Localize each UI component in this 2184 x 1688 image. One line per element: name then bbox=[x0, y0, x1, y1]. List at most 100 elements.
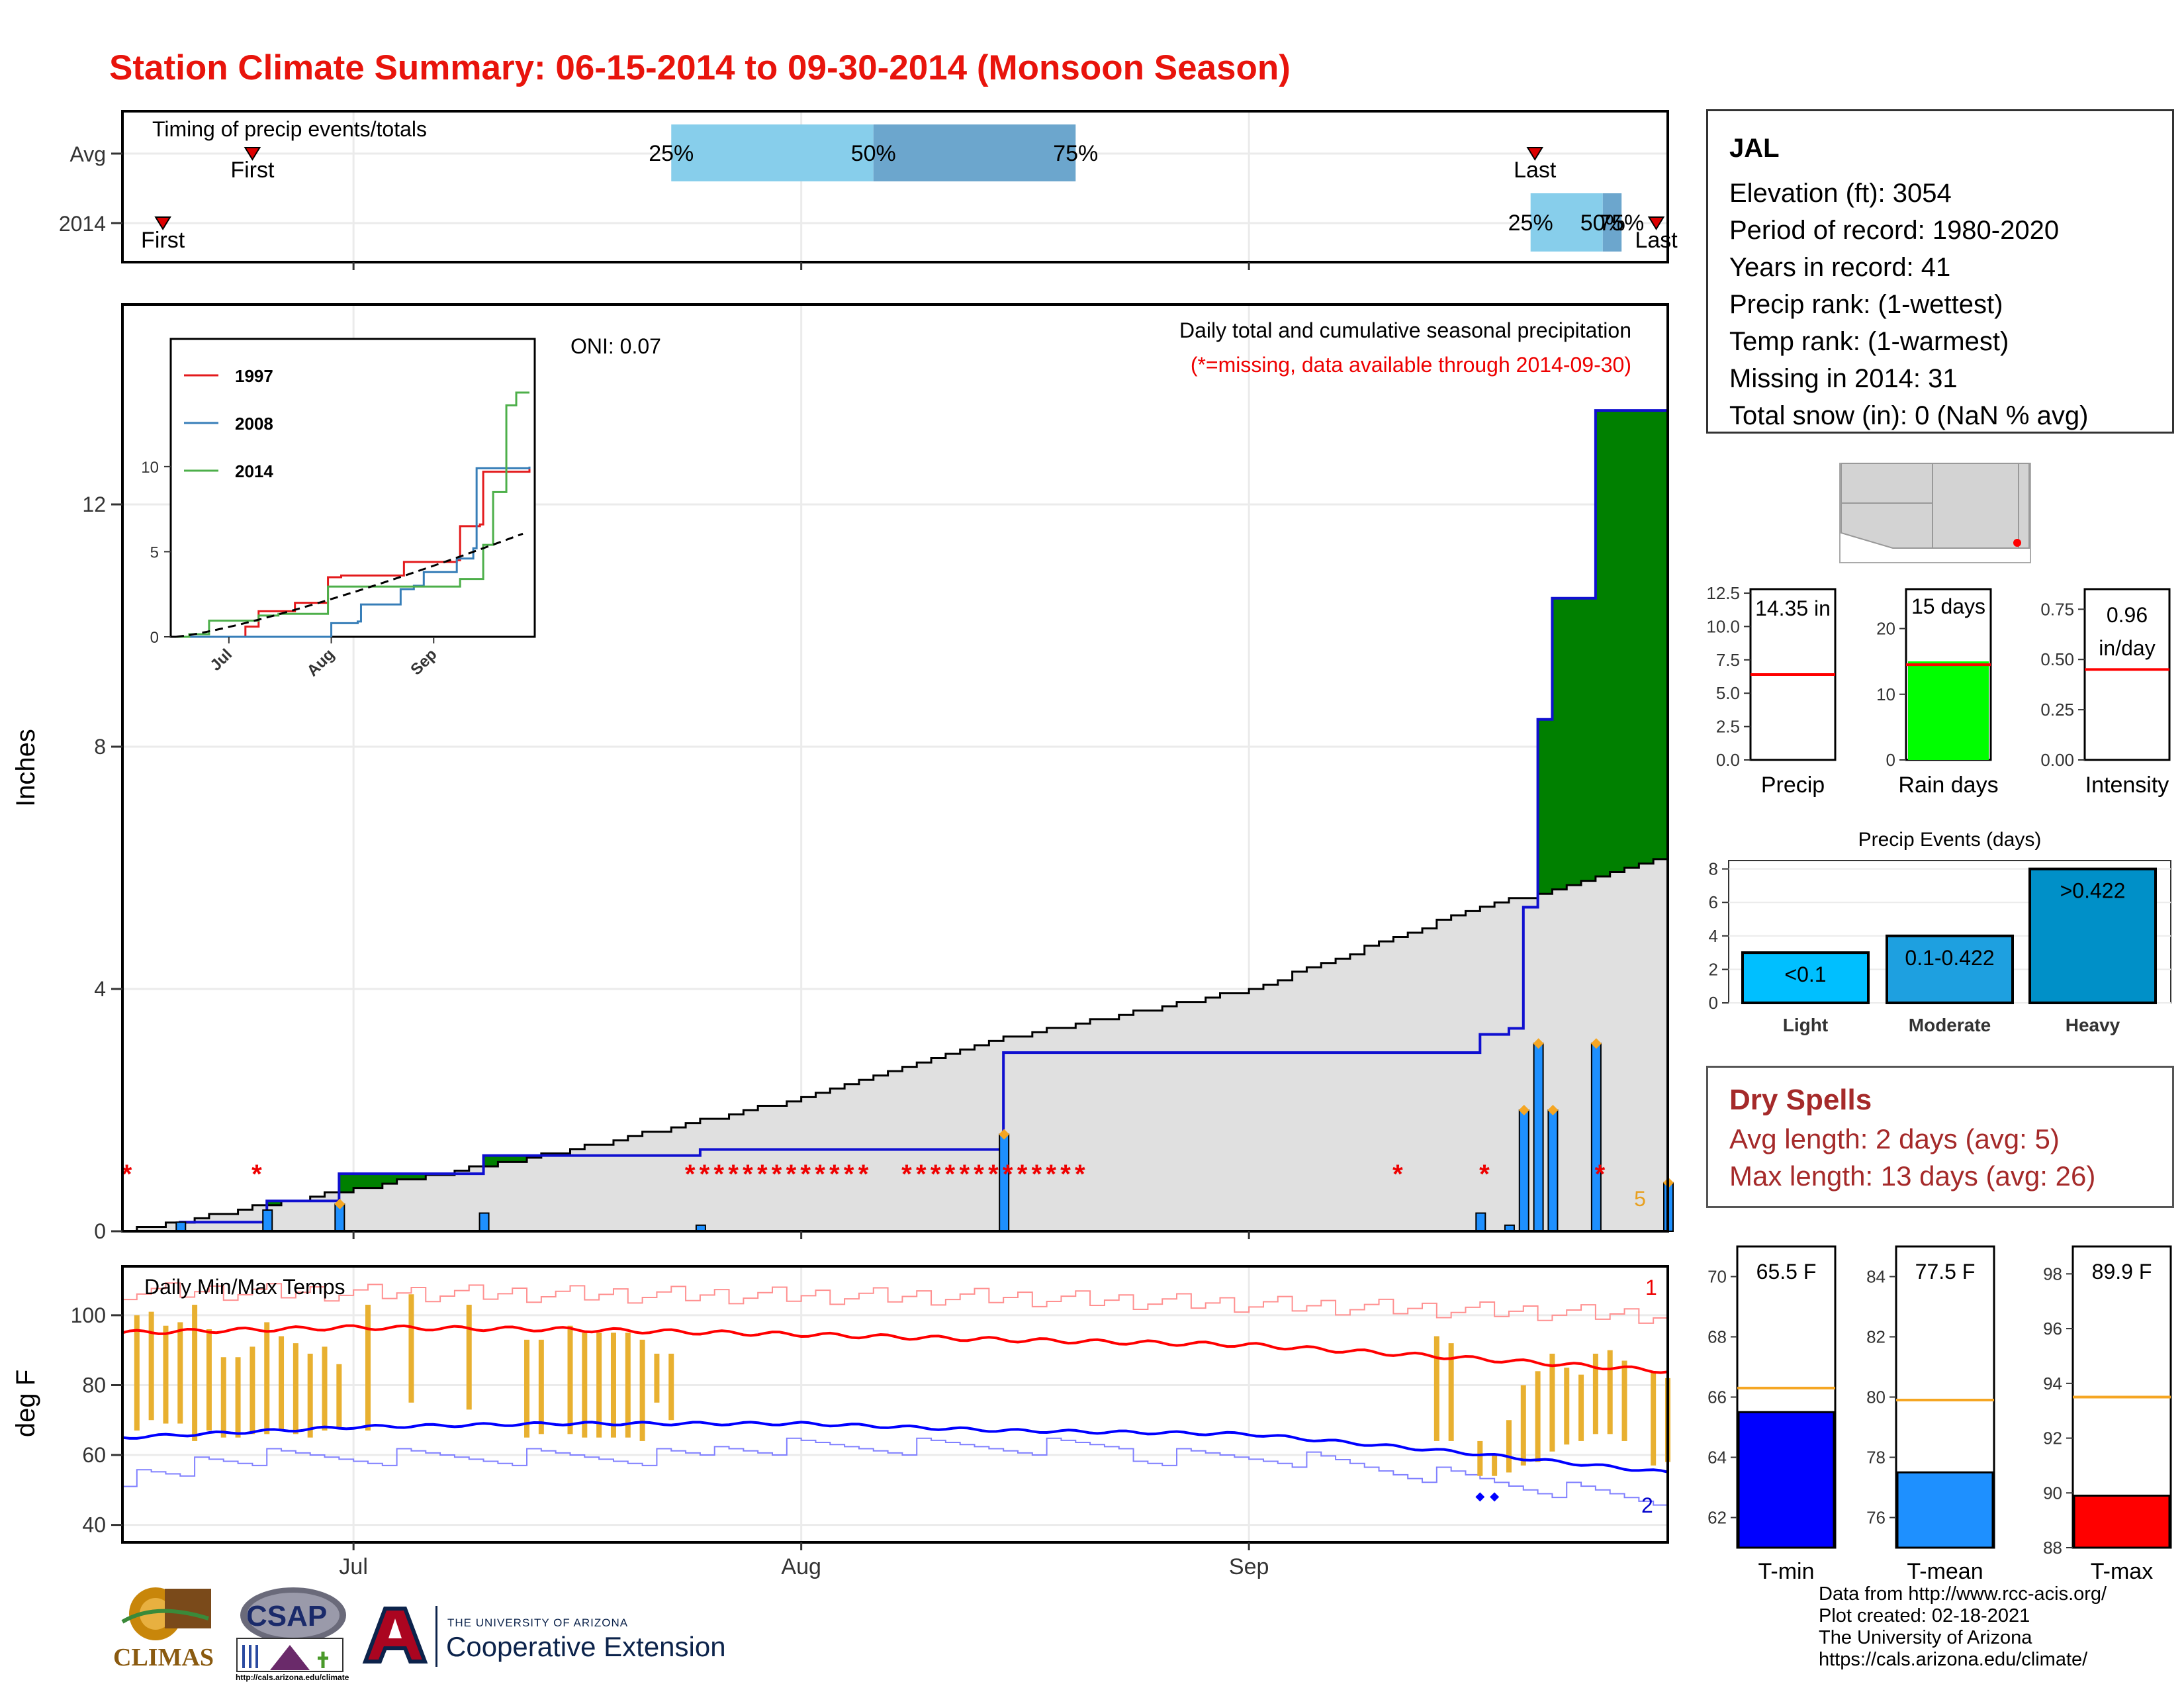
timing-frame bbox=[121, 110, 1669, 263]
daily-temp-range-bar bbox=[538, 1339, 544, 1434]
missing-data-marker: * bbox=[1479, 1160, 1490, 1189]
ua-cooperative-extension-logo[interactable]: THE UNIVERSITY OF ARIZONA Cooperative Ex… bbox=[359, 1602, 743, 1675]
events-count-label: 5 bbox=[1634, 1187, 1646, 1211]
intensity-unit-label: in/day bbox=[2099, 636, 2155, 660]
timing-panel: Timing of precip events/totals Avg 2014 Fir… bbox=[59, 110, 1678, 270]
climas-label: CLIMAS bbox=[113, 1644, 214, 1671]
tmin-ytick-label: 68 bbox=[1707, 1327, 1727, 1347]
footer-university: The University of Arizona bbox=[1819, 1627, 2032, 1648]
daily-temp-range-bar bbox=[235, 1357, 241, 1438]
record-high-count: 1 bbox=[1645, 1276, 1657, 1299]
ua-divider bbox=[435, 1606, 437, 1667]
footer-url: https://cals.arizona.edu/climate/ bbox=[1819, 1649, 2088, 1670]
station-info-box: JAL Elevation (ft): 3054 Period of recor… bbox=[1706, 109, 2174, 434]
tmean-ytick-label: 84 bbox=[1866, 1267, 1886, 1287]
record-high-line bbox=[122, 1282, 1668, 1324]
daily-temp-range-bar bbox=[408, 1294, 414, 1403]
daily-temp-range-bar bbox=[1549, 1353, 1555, 1452]
csap-cloud-icon bbox=[236, 1587, 346, 1672]
normal-cumulative-area bbox=[122, 855, 1668, 1231]
station-period: Period of record: 1980-2020 bbox=[1729, 216, 2060, 245]
missing-data-marker: * bbox=[916, 1160, 927, 1189]
missing-data-marker: * bbox=[122, 1160, 132, 1189]
daily-temp-range-bar bbox=[1651, 1371, 1657, 1466]
daily-precip-bar bbox=[1475, 1212, 1486, 1233]
intensity-frame bbox=[2083, 588, 2171, 761]
avg-last-label: Last bbox=[1514, 158, 1557, 183]
tmax-ytick-label: 90 bbox=[2043, 1483, 2062, 1503]
tmean-ytick-label: 76 bbox=[1866, 1508, 1886, 1528]
daily-temp-range-bar bbox=[1535, 1371, 1541, 1462]
tmax-value-bar bbox=[2073, 1494, 2171, 1549]
daily-temp-range-bar bbox=[1621, 1360, 1627, 1441]
daily-temp-range-bar bbox=[596, 1333, 602, 1438]
above-normal-area bbox=[1595, 410, 1611, 877]
station-name: JAL bbox=[1729, 134, 1780, 163]
raindays-ytick-label: 0 bbox=[1886, 750, 1895, 770]
year-first-label: First bbox=[141, 228, 185, 253]
raindays-value-bar bbox=[1908, 661, 1989, 760]
year-iqr-low-bar bbox=[1530, 193, 1603, 252]
climas-logo[interactable]: CLIMAS bbox=[109, 1582, 215, 1675]
precip-ytick-label: 4 bbox=[94, 977, 106, 1001]
daily-temp-range-bar bbox=[466, 1305, 472, 1410]
intensity-value-label: 0.96 bbox=[2107, 603, 2148, 627]
footer-created: Plot created: 02-18-2021 bbox=[1819, 1605, 2030, 1626]
year-q50-label: 50% bbox=[1580, 211, 1625, 236]
csap-logo[interactable]: CSAP http://cals.arizona.edu/climate bbox=[230, 1585, 349, 1685]
year-last-label: Last bbox=[1635, 228, 1678, 253]
dry-spells-title: Dry Spells bbox=[1729, 1084, 1872, 1116]
heavy-event-marker bbox=[334, 1198, 345, 1209]
heavy-event-marker bbox=[1518, 1104, 1529, 1115]
oni-label: ONI: 0.07 bbox=[570, 334, 661, 358]
precip-panel: * * * * * * * * * * * * * * * * * * * * * * * * * * * * * * *504812Inc… bbox=[11, 303, 1674, 1243]
daily-temp-range-bar bbox=[177, 1322, 183, 1424]
precip-label: Precip bbox=[1761, 773, 1825, 798]
daily-temp-range-bar bbox=[336, 1364, 342, 1427]
daily-temp-range-bar bbox=[322, 1346, 328, 1431]
record-low-marker bbox=[1475, 1492, 1485, 1502]
events-ytick-label: 2 bbox=[1709, 959, 1718, 979]
daily-precip-bar bbox=[1547, 1109, 1559, 1232]
record-low-marker bbox=[1490, 1492, 1500, 1502]
month-xtick-label: Jul bbox=[339, 1554, 367, 1579]
daily-temp-range-bar bbox=[1607, 1350, 1613, 1434]
daily-temp-range-bar bbox=[307, 1353, 313, 1438]
daily-temp-range-bar bbox=[163, 1325, 169, 1424]
raindays-ytick-label: 20 bbox=[1876, 619, 1895, 639]
missing-data-marker: * bbox=[988, 1160, 999, 1189]
tmax-value-label: 89.9 F bbox=[2092, 1260, 2152, 1284]
events-category-label: Moderate bbox=[1909, 1015, 1991, 1035]
row-label-year: 2014 bbox=[59, 212, 106, 236]
heavy-event-marker bbox=[999, 1129, 1010, 1140]
precip-ytick-label: 5.0 bbox=[1716, 683, 1740, 703]
precip-ytick-label: 2.5 bbox=[1716, 717, 1740, 737]
events-category-label: Heavy bbox=[2066, 1015, 2120, 1035]
tmax-ytick-label: 94 bbox=[2043, 1374, 2062, 1393]
above-normal-area bbox=[1552, 598, 1567, 890]
daily-temp-range-bar bbox=[524, 1339, 530, 1438]
daily-temp-range-bar bbox=[148, 1311, 154, 1421]
missing-data-marker: * bbox=[1595, 1160, 1606, 1189]
missing-data-marker: * bbox=[1075, 1160, 1085, 1189]
tmean-ytick-label: 78 bbox=[1866, 1448, 1886, 1468]
tmax-ytick-label: 88 bbox=[2043, 1538, 2062, 1558]
station-precip-rank: Precip rank: (1-wettest) bbox=[1729, 290, 2003, 319]
year-iqr-high-bar bbox=[1602, 193, 1622, 252]
above-normal-area bbox=[339, 1174, 354, 1193]
station-missing: Missing in 2014: 31 bbox=[1729, 364, 1958, 393]
ua-block-a-icon bbox=[362, 1607, 428, 1664]
above-normal-area bbox=[396, 1174, 412, 1180]
station-snow: Total snow (in): 0 (NaN % avg) bbox=[1729, 401, 2089, 430]
precip-caption: Daily total and cumulative seasonal prec… bbox=[1179, 318, 1631, 342]
tmin-value-bar bbox=[1737, 1411, 1835, 1549]
missing-data-marker: * bbox=[858, 1160, 869, 1189]
daily-temp-range-bar bbox=[567, 1325, 573, 1434]
raindays-ytick-label: 10 bbox=[1876, 684, 1895, 704]
avg-max-temp-line bbox=[122, 1324, 1668, 1374]
missing-data-marker: * bbox=[1060, 1160, 1071, 1189]
events-bar-light bbox=[1741, 951, 1870, 1005]
daily-temp-range-bar bbox=[1477, 1440, 1483, 1476]
tmean-ytick-label: 80 bbox=[1866, 1387, 1886, 1407]
avg-first-marker bbox=[244, 147, 261, 161]
